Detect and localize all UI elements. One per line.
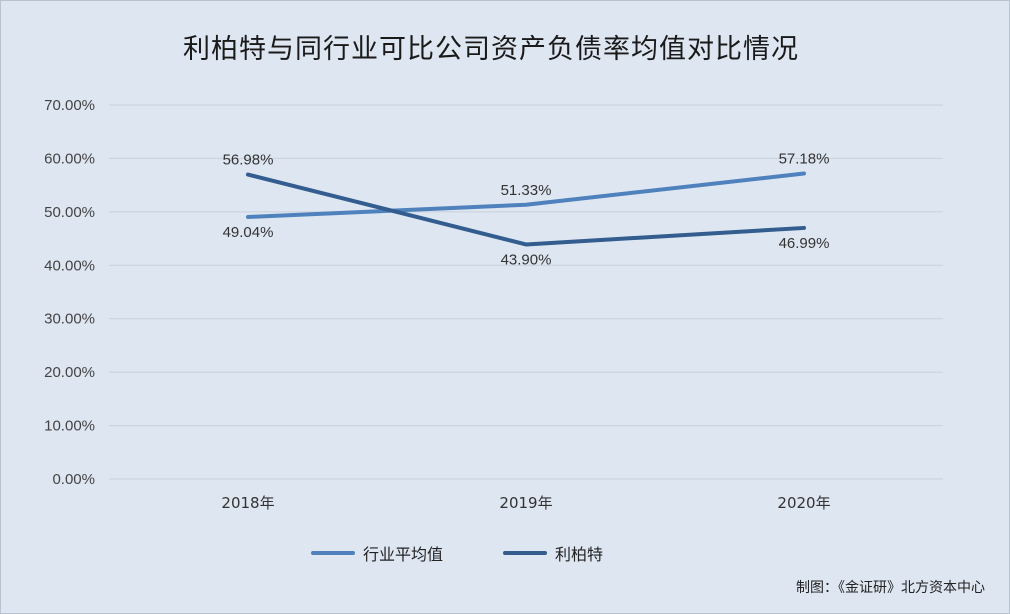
y-tick-label: 10.00% bbox=[44, 418, 95, 435]
y-tick-label: 20.00% bbox=[44, 364, 95, 381]
series-line-1 bbox=[246, 172, 806, 247]
legend-item-libert: 利柏特 bbox=[503, 541, 603, 565]
y-tick-label: 30.00% bbox=[44, 311, 95, 328]
data-label: 46.99% bbox=[779, 235, 830, 252]
data-label: 57.18% bbox=[779, 150, 830, 167]
y-tick-label: 50.00% bbox=[44, 204, 95, 221]
chart-title: 利柏特与同行业可比公司资产负债率均值对比情况 bbox=[183, 34, 799, 65]
x-tick-label: 2020年 bbox=[777, 494, 830, 512]
legend-swatch bbox=[503, 551, 548, 555]
data-label: 56.98% bbox=[223, 152, 274, 169]
x-axis-labels: 2018年 2019年 2020年 bbox=[221, 494, 830, 512]
legend-swatch bbox=[311, 551, 355, 555]
y-tick-label: 60.00% bbox=[44, 150, 95, 167]
data-labels: 49.04% 51.33% 57.18% 56.98% 43.90% 46.99% bbox=[223, 150, 830, 268]
y-tick-label: 40.00% bbox=[44, 257, 95, 274]
x-tick-label: 2019年 bbox=[499, 494, 552, 512]
y-tick-label: 70.00% bbox=[44, 97, 95, 114]
series-line-0 bbox=[246, 171, 806, 219]
series-lines bbox=[246, 171, 806, 247]
data-label: 43.90% bbox=[501, 251, 552, 268]
y-tick-label: 0.00% bbox=[52, 471, 95, 488]
data-label: 49.04% bbox=[223, 224, 274, 241]
legend-item-industry-average: 行业平均值 bbox=[311, 541, 443, 565]
data-label: 51.33% bbox=[501, 182, 552, 199]
x-tick-label: 2018年 bbox=[221, 494, 274, 512]
legend-label: 行业平均值 bbox=[363, 545, 444, 564]
source-note: 制图：《金证研》北方资本中心 bbox=[796, 580, 985, 596]
y-axis-labels: 0.00% 10.00% 20.00% 30.00% 40.00% 50.00% 60.00… bbox=[44, 97, 95, 488]
legend-label: 利柏特 bbox=[555, 545, 604, 564]
gridlines bbox=[109, 104, 943, 480]
legend: 行业平均值 利柏特 bbox=[311, 541, 603, 565]
